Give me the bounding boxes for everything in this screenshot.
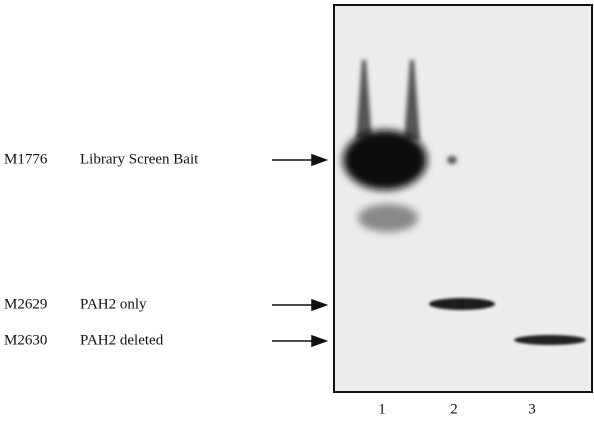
arrows [272,155,326,346]
marker-label: PAH2 only [80,296,147,312]
lane-label: 1 [378,401,386,417]
marker-id: M1776 [4,151,48,167]
lane-label: 3 [528,401,536,417]
gel [334,5,592,392]
marker-label: PAH2 deleted [80,332,164,348]
lane-label: 2 [450,401,458,417]
figure: M1776 Library Screen Bait M2629 PAH2 onl… [0,0,594,424]
marker-id: M2629 [4,296,47,312]
marker-id: M2630 [4,332,47,348]
marker-label: Library Screen Bait [80,151,199,167]
